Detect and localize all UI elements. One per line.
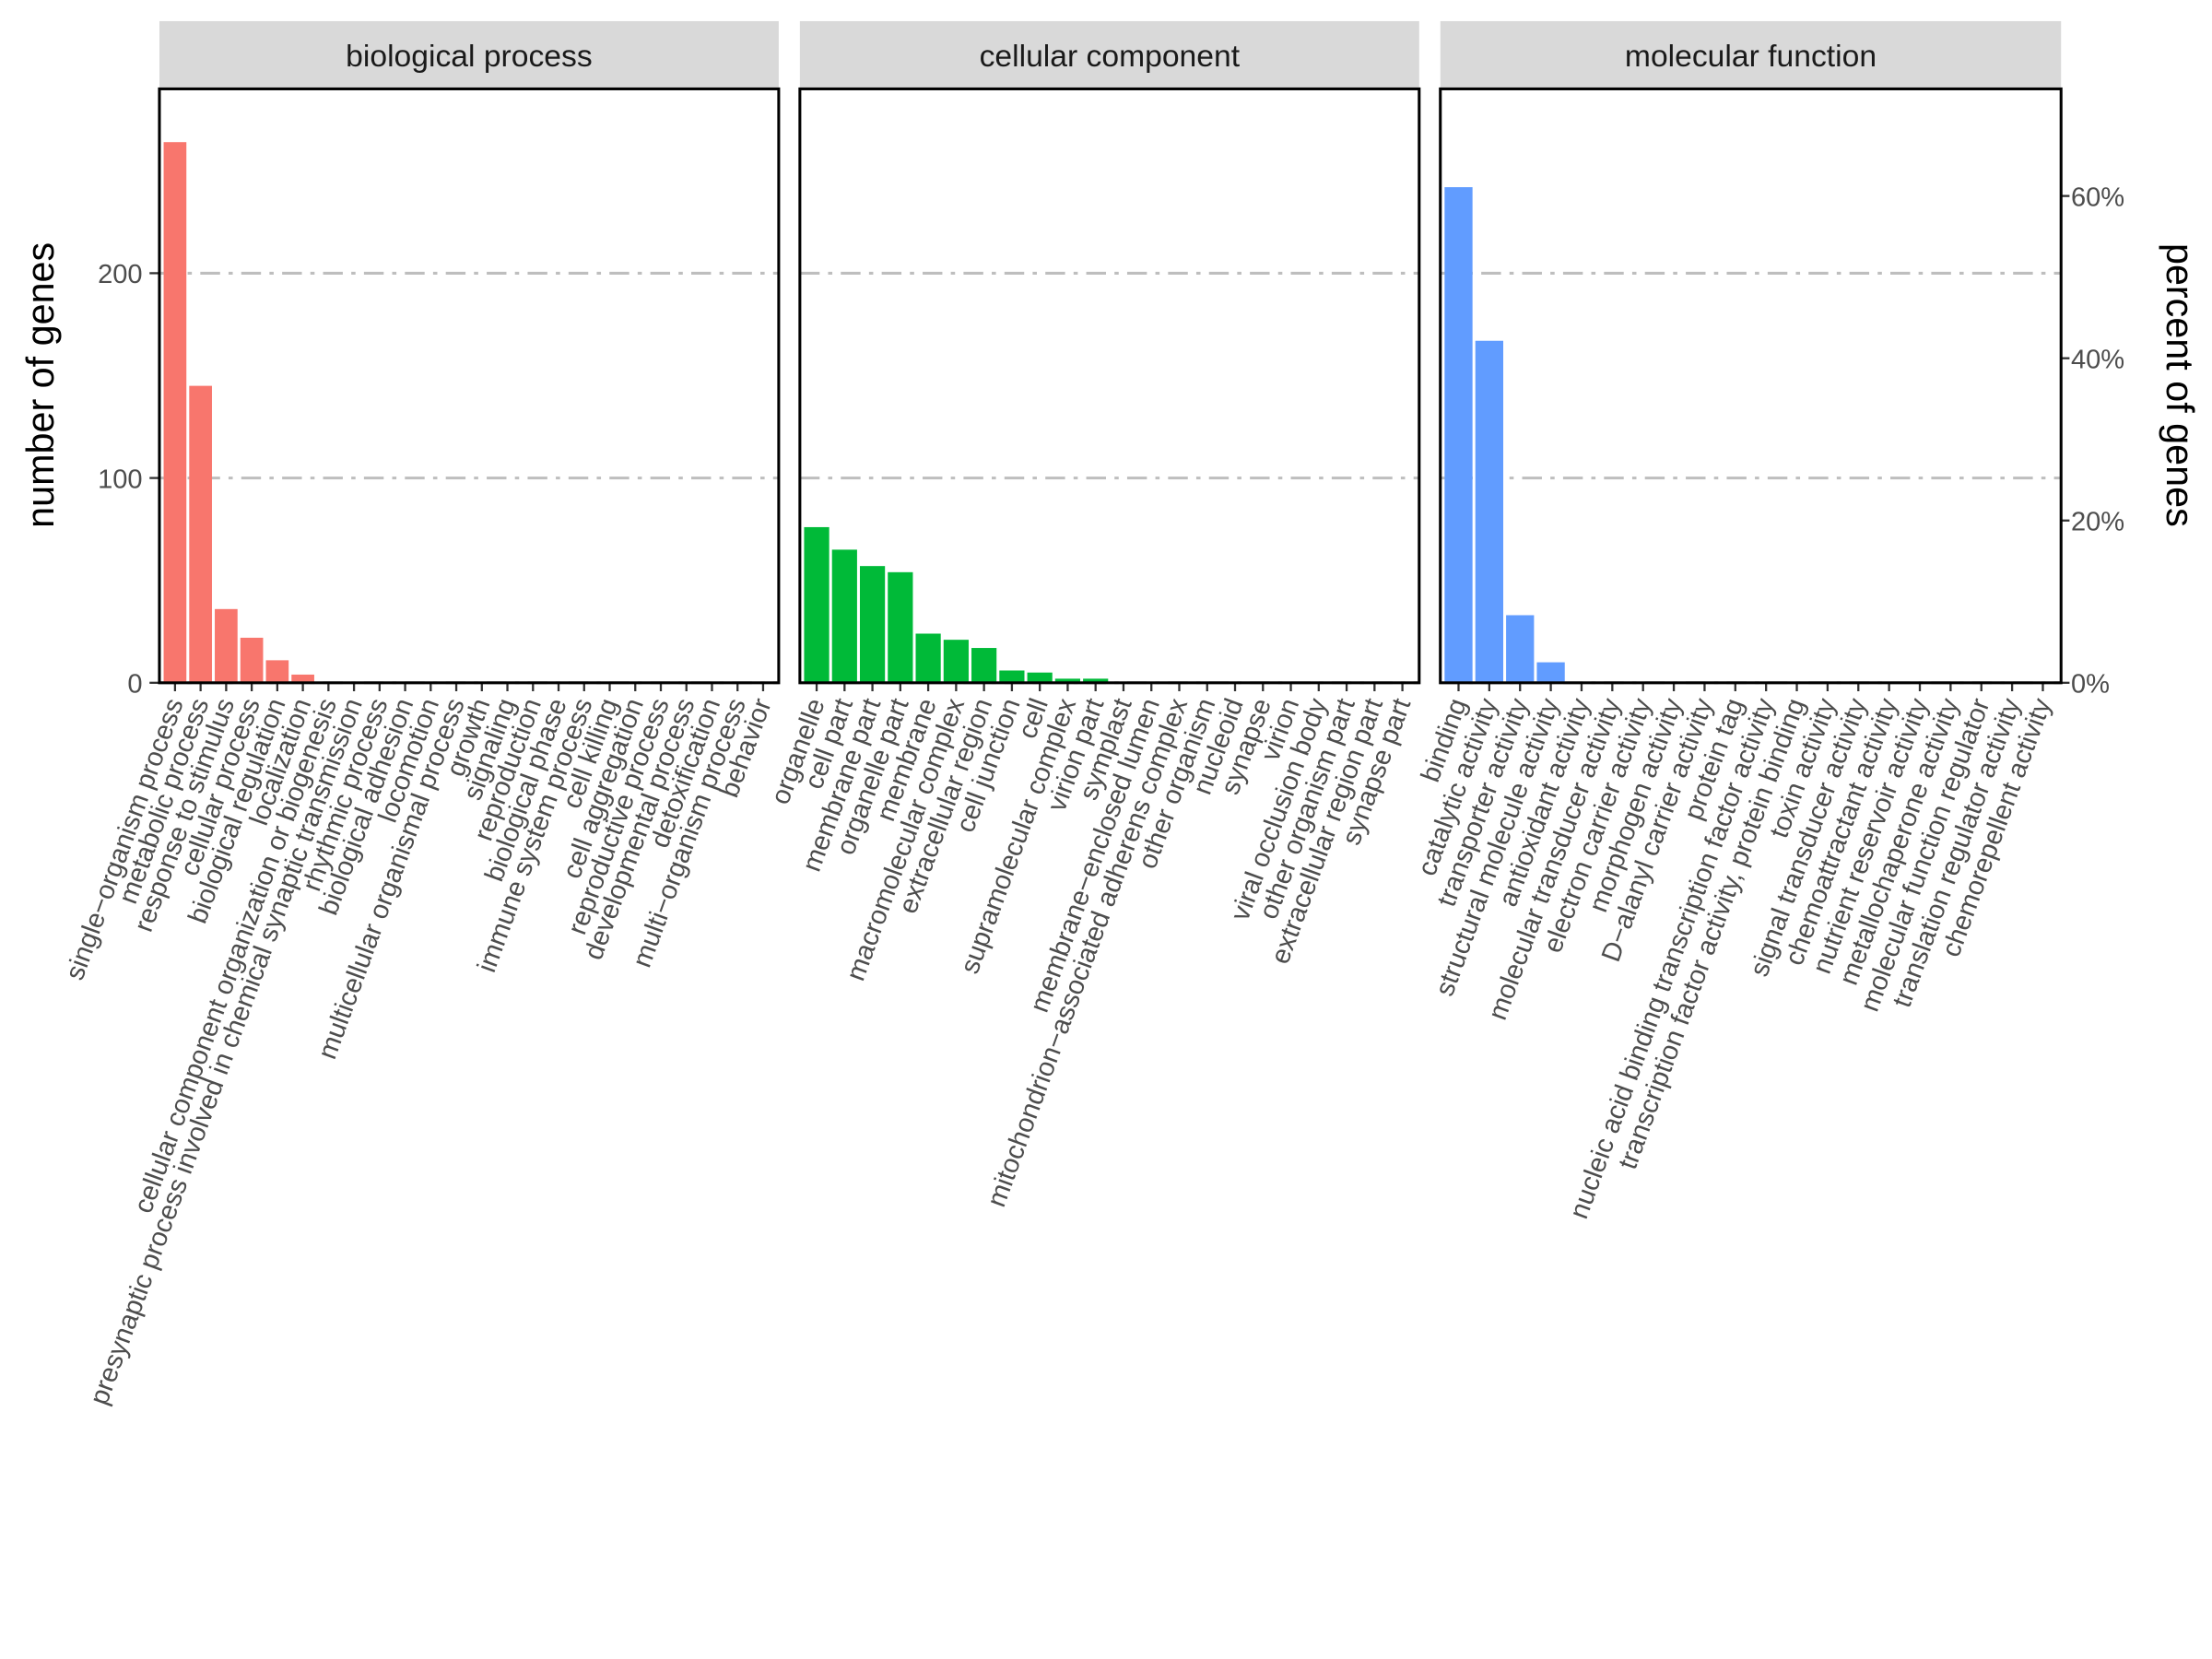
bar [971,648,997,683]
bar [943,640,969,683]
bar [804,526,830,683]
y-axis-title: number of genes [19,242,62,528]
y2-tick-label: 40% [2071,345,2124,374]
bar [1475,340,1504,683]
bar [215,608,238,683]
facet-title: biological process [346,40,593,74]
bar [189,385,212,683]
y2-tick-label: 60% [2071,182,2124,212]
strip [799,20,1419,88]
strip [1440,20,2062,88]
bar [999,670,1025,683]
panel-border [798,87,1421,685]
panel-border [158,87,781,685]
y2-tick-label: 20% [2071,507,2124,536]
bar [240,637,264,683]
bar [831,549,857,683]
y2-tick-label: 0% [2071,670,2110,700]
bar [1054,678,1081,683]
bar [1083,678,1109,683]
bar [163,142,187,683]
y2-axis-title: percent of genes [2159,243,2201,527]
y-tick-label: 100 [98,465,143,494]
bar [1027,672,1053,683]
bar [1506,615,1535,683]
facet-title: cellular component [980,40,1241,74]
bar [1444,187,1473,683]
strip [159,20,779,88]
bar [888,571,913,683]
y-tick-label: 0 [127,670,142,700]
bar [291,674,314,683]
facet-title: molecular function [1625,40,1877,74]
y-tick-label: 200 [98,260,143,289]
bar [915,633,941,683]
bar [265,660,289,683]
bar [1536,662,1565,683]
bar [859,566,886,683]
panel-border [1439,87,2063,685]
